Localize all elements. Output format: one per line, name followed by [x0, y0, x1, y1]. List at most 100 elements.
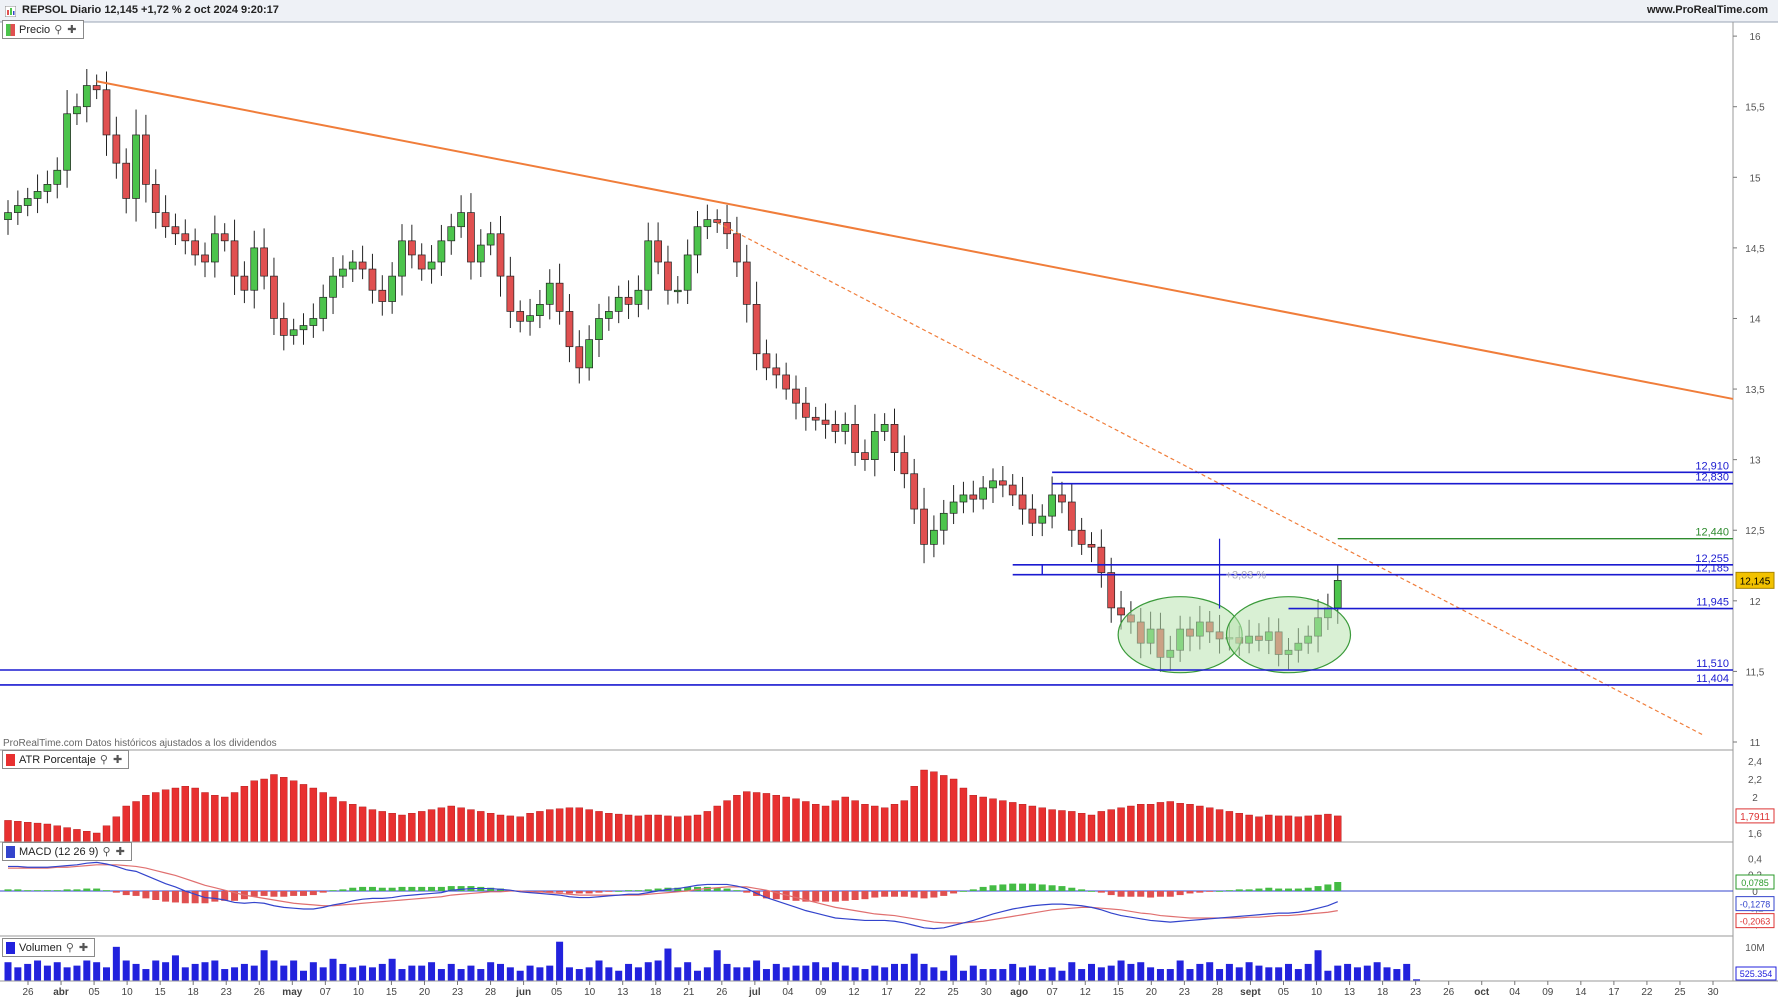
candle-down [151, 184, 160, 213]
macd-histogram-bar [270, 891, 278, 897]
macd-histogram-bar [300, 891, 307, 896]
atr-bar [989, 798, 997, 843]
macd-histogram-bar [575, 891, 583, 894]
candle-up [398, 240, 406, 277]
volume-bar [1137, 962, 1145, 981]
candle-up [673, 289, 682, 293]
volume-value-label: 525.354 [1740, 969, 1773, 979]
macd-histogram-bar [1127, 891, 1135, 897]
atr-bar [615, 813, 623, 843]
macd-histogram-bar [53, 890, 61, 891]
volume-bar [1048, 967, 1056, 981]
volume-bar [585, 967, 593, 981]
macd-panel-tools-icon[interactable]: ⚲ ✚ [102, 846, 126, 858]
macd-histogram-bar [14, 889, 22, 891]
volume-bar [881, 967, 889, 981]
atr-bar [1018, 804, 1027, 843]
macd-histogram-bar [723, 888, 731, 891]
macd-histogram-bar [585, 891, 593, 894]
atr-bar [329, 796, 337, 843]
header-bar [0, 0, 1778, 22]
atr-bar [949, 778, 958, 843]
x-axis-label: 18 [1377, 987, 1389, 998]
candle-down [467, 212, 475, 263]
candle-down [575, 346, 584, 369]
macd-histogram-bar [1225, 890, 1233, 891]
atr-bar [1205, 807, 1214, 843]
candle-down [890, 424, 899, 453]
atr-bar [752, 792, 761, 843]
candle-down [910, 473, 919, 510]
atr-bar [1137, 804, 1145, 843]
volume-bar [309, 962, 317, 981]
volume-bar [152, 960, 160, 981]
atr-bar [349, 804, 357, 843]
macd-line [8, 861, 1338, 930]
atr-bar [575, 807, 583, 843]
x-axis-label: 05 [1278, 987, 1290, 998]
volume-bar [536, 967, 544, 981]
atr-bar [871, 805, 879, 843]
price-axis-label: 12,5 [1745, 526, 1765, 537]
macd-histogram-bar [1009, 883, 1017, 891]
candle-up [545, 282, 554, 305]
atr-panel-tag[interactable]: ATR Porcentaje ⚲ ✚ [2, 750, 130, 769]
candle-down [1067, 501, 1076, 531]
macd-histogram-bar [831, 891, 839, 902]
atr-bar [1284, 815, 1293, 843]
candle-down [230, 240, 239, 277]
volume-bar [762, 969, 770, 981]
last-price-badge [1735, 571, 1775, 589]
volume-bar [329, 958, 337, 981]
price-panel-tools-icon[interactable]: ⚲ ✚ [54, 24, 78, 36]
x-axis-label: 04 [1509, 987, 1521, 998]
volume-bar [723, 963, 731, 981]
atr-panel-label: ATR Porcentaje [19, 753, 96, 766]
volume-panel-tools-icon[interactable]: ⚲ ✚ [65, 942, 90, 954]
website-link[interactable]: www.ProRealTime.com [1646, 4, 1768, 16]
atr-bar [890, 804, 899, 843]
volume-bar [339, 963, 347, 981]
volume-bar [1413, 979, 1421, 981]
volume-bar [1235, 967, 1243, 981]
volume-panel-tag[interactable]: Volumen ⚲ ✚ [2, 938, 96, 957]
candle-up [132, 134, 140, 199]
macd-panel-label: MACD (12 26 9) [19, 845, 99, 858]
volume-bar [270, 960, 278, 981]
macd-histogram-bar [24, 890, 32, 891]
candle-down [171, 226, 180, 235]
chart-title: REPSOL Diario 12,145 +1,72 % 2 oct 2024 … [22, 4, 279, 16]
volume-bar [516, 970, 524, 981]
macd-histogram-bar [290, 891, 298, 896]
volume-bar [24, 963, 32, 981]
macd-histogram-bar [1334, 882, 1342, 891]
candle-up [486, 233, 495, 246]
atr-panel-tools-icon[interactable]: ⚲ ✚ [99, 754, 124, 766]
candle-down [92, 85, 101, 91]
volume-bar [1117, 960, 1125, 981]
volume-bar [871, 965, 879, 981]
atr-bar [812, 804, 820, 843]
atr-bar [1068, 811, 1076, 843]
price-panel-tag[interactable]: Precio ⚲ ✚ [2, 20, 84, 39]
candle-up [250, 247, 259, 291]
volume-bar [654, 960, 662, 981]
macd-histogram-bar [152, 891, 160, 900]
volume-bar [575, 969, 583, 981]
macd-histogram-bar [1117, 891, 1125, 897]
volume-bar [231, 967, 239, 981]
volume-bar [1107, 965, 1115, 981]
macd-histogram-bar [900, 891, 908, 897]
volume-bar [802, 965, 810, 981]
x-axis-label: 04 [782, 987, 794, 998]
macd-panel-tag[interactable]: MACD (12 26 9) ⚲ ✚ [2, 842, 132, 861]
atr-bar [132, 801, 140, 843]
volume-bar [93, 962, 101, 981]
x-axis-label: 26 [716, 987, 728, 998]
volume-bar [467, 965, 475, 981]
candle-up [595, 318, 603, 340]
price-axis-label: 11 [1750, 738, 1761, 749]
macd-histogram-bar [132, 891, 140, 896]
atr-bar [467, 809, 475, 843]
